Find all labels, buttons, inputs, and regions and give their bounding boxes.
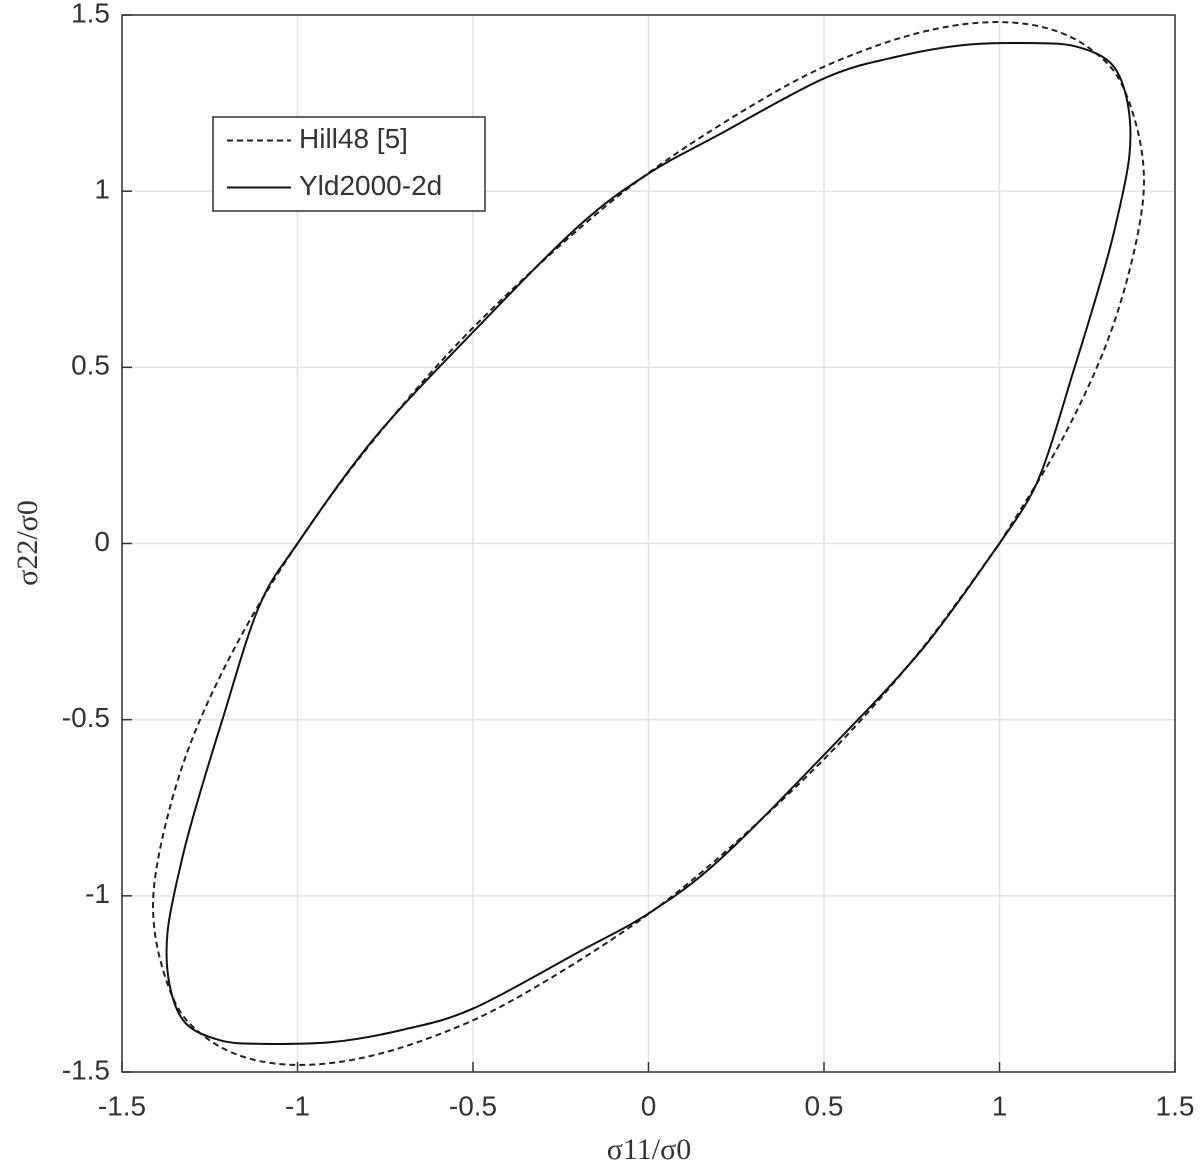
y-tick-label: -0.5: [62, 702, 110, 733]
x-tick-label: 0: [641, 1090, 657, 1121]
y-tick-label: 0.5: [71, 350, 110, 381]
y-tick-label: 0: [94, 526, 110, 557]
x-tick-label: 0.5: [805, 1090, 844, 1121]
plot-frame: [121, 14, 1176, 1073]
x-tick-label: -1: [285, 1090, 310, 1121]
x-axis-label: σ11/σ0: [607, 1133, 692, 1166]
y-axis-label: σ22/σ0: [11, 500, 44, 586]
y-tick-label: 1: [94, 174, 110, 205]
x-tick-label: -0.5: [449, 1090, 497, 1121]
series-line: [165, 41, 1132, 1046]
x-tick-label: 1: [992, 1090, 1008, 1121]
y-tick-label: -1: [85, 878, 110, 909]
x-tick-label: -1.5: [98, 1090, 146, 1121]
y-tick-label: 1.5: [71, 0, 110, 28]
legend-label: Hill48 [5]: [299, 123, 408, 154]
series-line: [152, 21, 1145, 1066]
y-tick-label: -1.5: [62, 1054, 110, 1085]
legend-label: Yld2000-2d: [299, 170, 442, 201]
legend-box: [212, 116, 486, 212]
x-tick-label: 1.5: [1156, 1090, 1195, 1121]
